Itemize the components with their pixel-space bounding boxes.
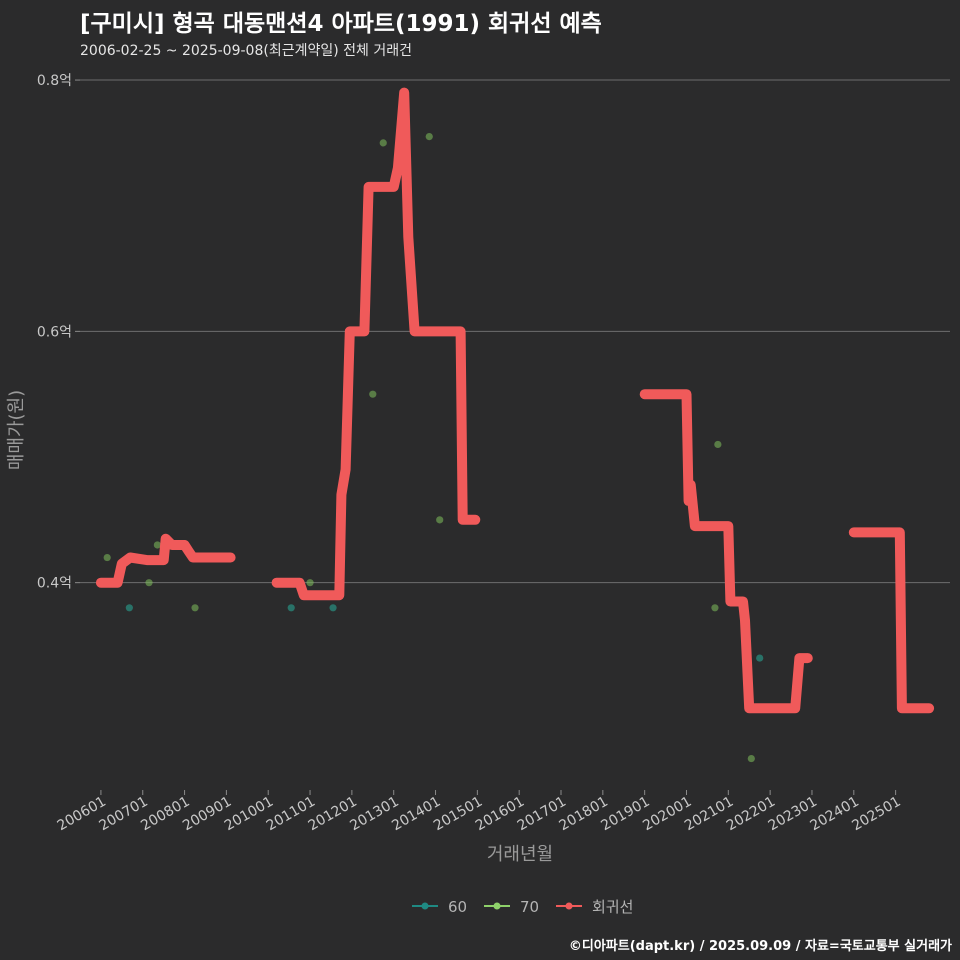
point-70-8 <box>436 516 444 524</box>
legend-item-0: 60 <box>412 898 467 916</box>
legend: 60 70 회귀선 <box>412 898 633 916</box>
point-70-9 <box>714 440 722 449</box>
gridlines <box>80 79 950 584</box>
legend-label: 60 <box>448 898 467 916</box>
point-70-1 <box>145 579 153 587</box>
point-60-3 <box>756 654 764 662</box>
legend-swatch-dot <box>493 902 501 910</box>
legend-swatch-dot <box>421 902 429 910</box>
series-60-points <box>125 604 764 662</box>
regression-segment-1 <box>271 87 481 601</box>
regression-segment-3 <box>848 527 935 714</box>
legend-swatch-dot <box>565 902 573 910</box>
source-caption: ©디아파트(dapt.kr) / 2025.09.09 / 자료=국토교통부 실… <box>568 939 952 954</box>
point-70-10 <box>711 604 719 612</box>
y-tick-label: 0.6억 <box>37 324 72 340</box>
legend-label: 회귀선 <box>592 898 633 916</box>
point-70-7 <box>425 132 433 141</box>
series-70-points <box>103 132 755 763</box>
legend-item-1: 70 <box>484 898 539 916</box>
x-axis-title: 거래년월 <box>487 844 553 865</box>
y-axis-title: 매매가(원) <box>6 390 27 470</box>
legend-label: 70 <box>520 898 539 916</box>
chart-subtitle: 2006-02-25 ~ 2025-09-08(최근계약일) 전체 거래건 <box>80 43 412 59</box>
chart-title: [구미시] 형곡 대동맨션4 아파트(1991) 회귀선 예측 <box>80 11 602 37</box>
point-60-0 <box>125 604 133 612</box>
y-tick-label: 0.8억 <box>37 73 72 89</box>
x-axis-ticks: 2006012007012008012009012010012011012012… <box>55 790 904 834</box>
regression-segment-0 <box>95 533 236 588</box>
regression-segment-2 <box>639 389 813 714</box>
point-70-4 <box>306 579 314 587</box>
y-axis-ticks: 0.4억 0.6억 0.8억 <box>37 73 80 592</box>
point-70-0 <box>103 553 111 562</box>
point-70-6 <box>379 139 387 147</box>
legend-item-2: 회귀선 <box>556 898 633 916</box>
point-60-1 <box>287 604 295 612</box>
point-70-11 <box>747 754 755 763</box>
y-tick-label: 0.4억 <box>37 576 72 592</box>
point-70-3 <box>191 604 199 612</box>
x-tick-label: 202501 <box>849 794 903 835</box>
point-70-2 <box>153 541 161 549</box>
point-60-2 <box>329 604 337 612</box>
regression-line <box>95 87 935 714</box>
point-70-5 <box>369 390 377 398</box>
